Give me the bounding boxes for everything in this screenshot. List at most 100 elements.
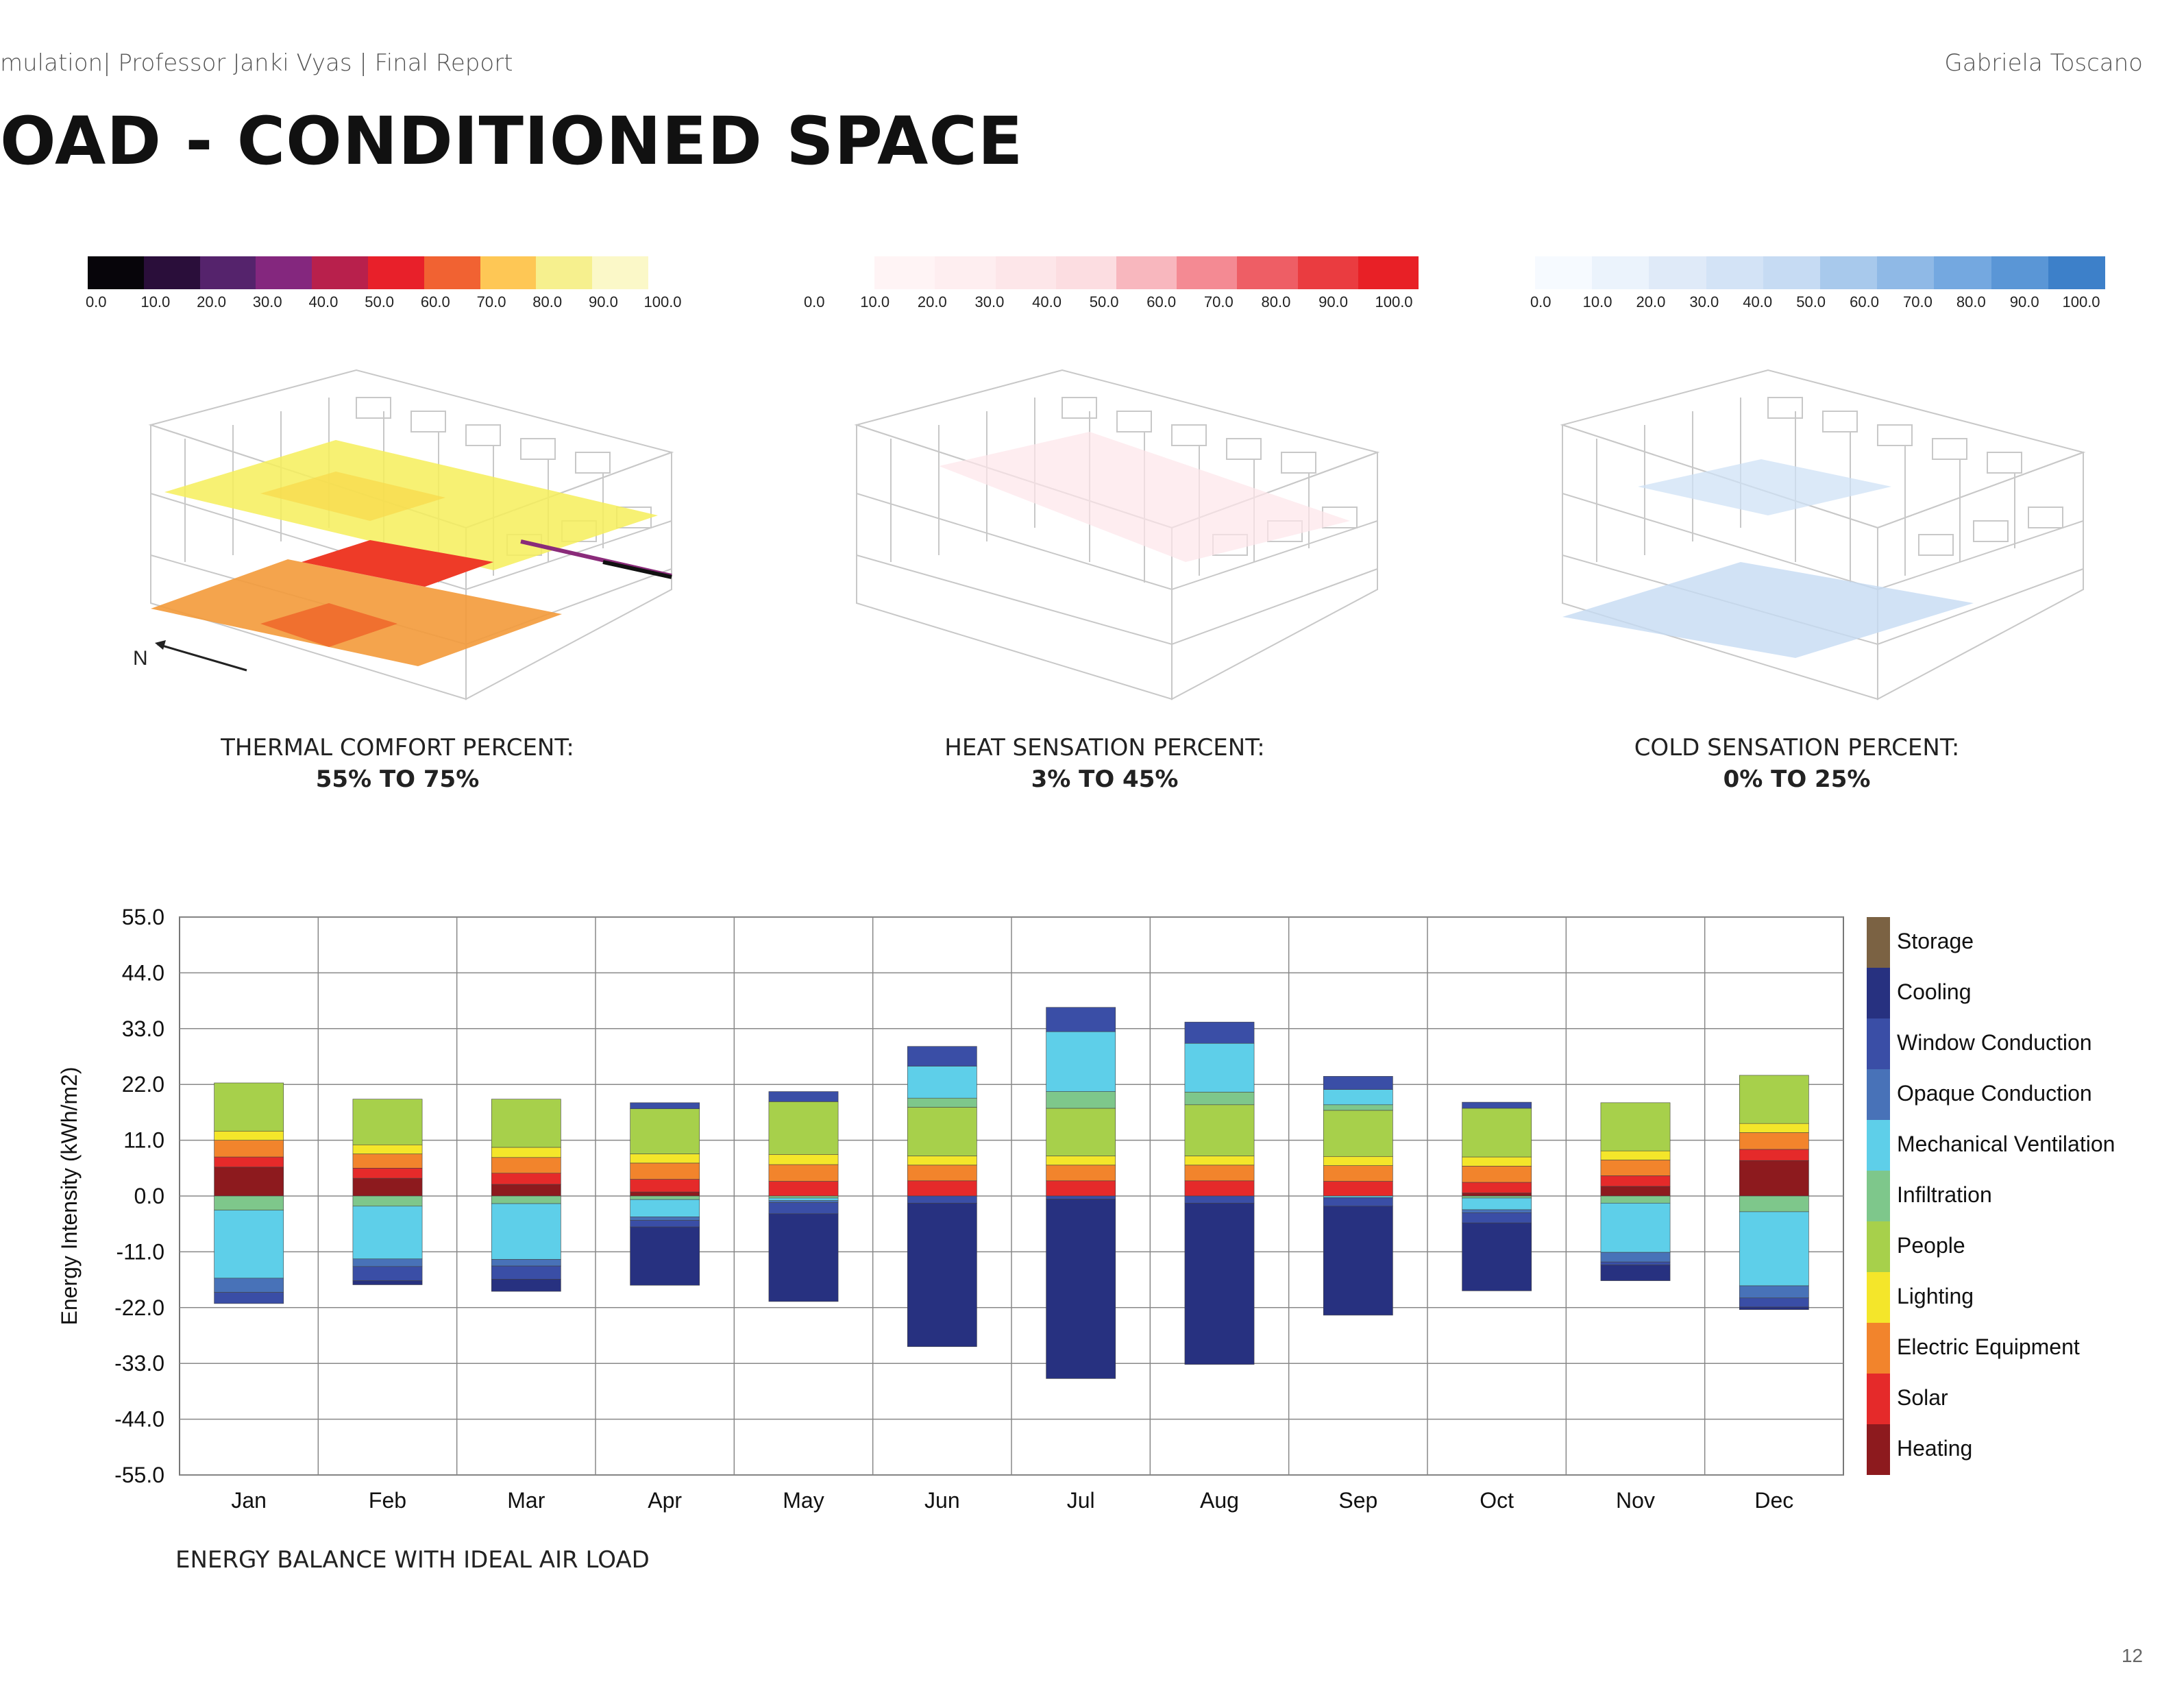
bar-segment [1046,1156,1116,1166]
bar-segment [1600,1261,1671,1265]
bar-segment [1323,1181,1393,1197]
legend-swatch [1867,917,1890,968]
thermal-comfort-scale-swatch [424,256,480,289]
bar-segment [214,1210,284,1279]
energy-balance-chart: 55.0 44.0 33.0 22.0 11.0 0.0 -11.0 -22.0 -33.0 -4… [57,905,2115,1513]
bar-segment [491,1147,561,1158]
bar-segment [352,1280,423,1285]
bar-segment [1739,1306,1809,1310]
bar-segment [907,1156,977,1166]
bar-segment [1184,1195,1255,1204]
cold-sensation-diagram [1560,369,2086,700]
bar-segment [630,1220,700,1228]
heat-sensation-scale-tick: 100.0 [1375,293,1413,310]
bar-segment [491,1173,561,1185]
cold-sensation-scale-tick: 60.0 [1850,293,1879,310]
bar-segment [1323,1110,1393,1157]
bar-segment [1739,1285,1809,1299]
thermal-comfort-scale-tick: 40.0 [308,293,339,310]
bar-segment [1462,1166,1532,1183]
heat-sensation-scale-swatch [1358,256,1419,289]
heat-sensation-caption-label: HEAT SENSATION PERCENT: [944,734,1265,761]
bar-segment [1046,1091,1116,1109]
bar-segment [214,1167,284,1197]
legend-label: Heating [1897,1436,1972,1461]
bar-segment [491,1203,561,1260]
thermal-comfort-scale [88,256,648,289]
bar-segment [352,1266,423,1281]
legend-swatch [1867,1171,1890,1221]
bar-segment [1600,1102,1671,1151]
bar-segment [352,1099,423,1145]
chart-caption: ENERGY BALANCE WITH IDEAL AIR LOAD [175,1546,650,1574]
bar-segment [352,1206,423,1260]
bar-segment [1184,1042,1255,1093]
x-tick-label: Jun [924,1488,960,1513]
thermal-comfort-scale-swatch [88,256,144,289]
bar-segment [1600,1150,1671,1160]
bar-segment [768,1154,839,1165]
cold-sensation-caption-label: COLD SENSATION PERCENT: [1634,734,1960,761]
legend-swatch [1867,1374,1890,1424]
cold-sensation-scale-tick: 80.0 [1956,293,1986,310]
bar-segment [1323,1206,1393,1316]
bar-segment [1184,1091,1255,1106]
cold-sensation-scale-tick: 70.0 [1903,293,1933,310]
bar-segment [907,1107,977,1156]
heat-sensation-scale-swatch [874,256,935,289]
bar-segment [1462,1209,1532,1213]
bar-segment [491,1265,561,1280]
bar-segment [1739,1149,1809,1161]
thermal-comfort-scale-tick: 20.0 [197,293,226,310]
bar-segment [1739,1297,1809,1308]
heat-sensation-scale-swatch [814,256,875,289]
bar-segment [1462,1156,1532,1167]
bar-segment [214,1278,284,1293]
cold-sensation-scale-tick: 90.0 [2009,293,2039,310]
legend-label: Solar [1897,1385,1948,1410]
heat-sensation-scale-swatch [1237,256,1298,289]
bar-segment [630,1226,700,1286]
thermal-comfort-scale-tick: 60.0 [420,293,450,310]
bar-segment [630,1154,700,1164]
heat-sensation-scale-tick: 10.0 [860,293,890,310]
x-tick-label: May [783,1488,824,1513]
thermal-comfort-scale-swatch [367,256,424,289]
bar-segment [1600,1186,1671,1197]
bar-segment [1462,1108,1532,1158]
bar-segment [1323,1089,1393,1106]
bar-segment [1739,1211,1809,1286]
y-tick-label: -22.0 [114,1295,164,1320]
legend-swatch [1867,1424,1890,1475]
heat-sensation-scale [814,256,1419,289]
bar-segment [1184,1156,1255,1166]
bar-segment [907,1195,977,1204]
bar-segment [1462,1193,1532,1197]
heat-sensation-scale-tick: 50.0 [1089,293,1119,310]
x-tick-label: Oct [1480,1488,1514,1513]
heat-sensation-scale-swatch [995,256,1056,289]
x-tick-label: Aug [1200,1488,1239,1513]
bar-segment [491,1279,561,1292]
bar-segment [1323,1165,1393,1182]
y-tick-label: 0.0 [134,1184,164,1208]
thermal-comfort-caption: THERMAL COMFORT PERCENT: 55% TO 75% [158,732,637,795]
thermal-comfort-scale-tick: 100.0 [643,293,682,310]
bar-segment [1046,1108,1116,1156]
bar-segment [491,1157,561,1174]
bar-segment [907,1164,977,1182]
bar-segment [1184,1104,1255,1156]
bar-segment [768,1202,839,1215]
cold-sensation-scale-swatch [2048,256,2106,289]
heat-sensation-scale-swatch [935,256,996,289]
y-tick-label: -33.0 [114,1351,164,1376]
bar-segment [630,1162,700,1180]
x-tick-label: Jan [231,1488,267,1513]
thermal-comfort-scale-tick: 80.0 [532,293,563,310]
legend-swatch [1867,1018,1890,1069]
bar-segment [214,1130,284,1140]
bar-segment [1184,1164,1255,1182]
bar-segment [1046,1180,1116,1197]
heat-sensation-caption: HEAT SENSATION PERCENT: 3% TO 45% [865,732,1345,795]
cold-sensation-scale-swatch [1535,256,1593,289]
